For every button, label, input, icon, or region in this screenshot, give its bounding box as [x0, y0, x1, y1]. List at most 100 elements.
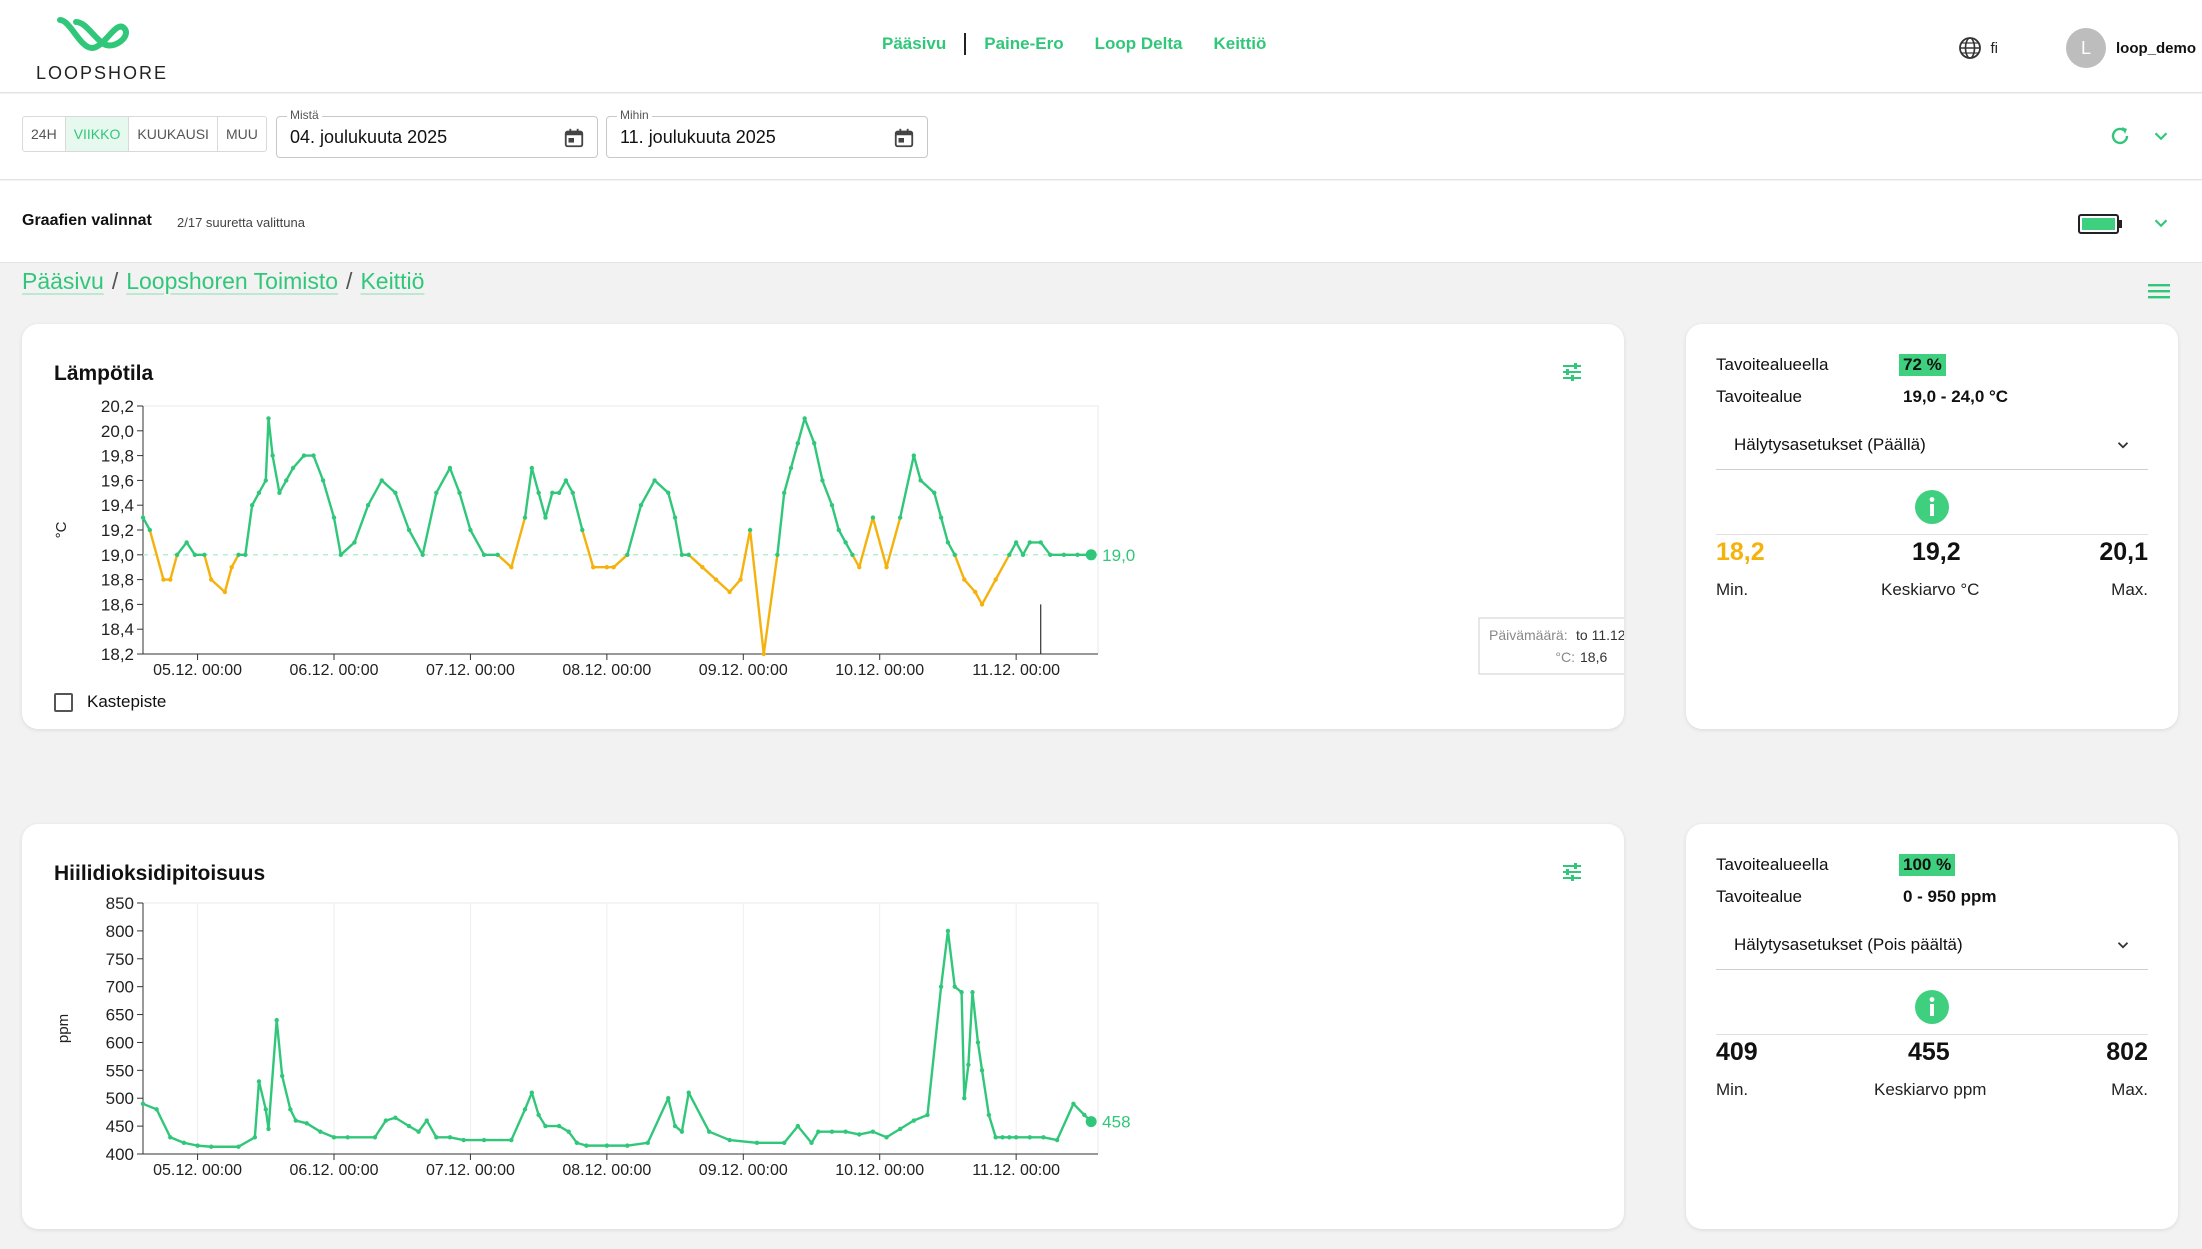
last-value-marker	[1085, 549, 1097, 561]
series-segment	[544, 491, 554, 519]
data-point	[666, 1096, 671, 1101]
info-icon[interactable]	[1915, 990, 1949, 1024]
series-segment	[244, 503, 254, 557]
range-selector: 24H VIIKKO KUUKAUSI MUU	[22, 116, 267, 152]
x-tick-label: 10.12. 00:00	[835, 662, 924, 679]
range-other-button[interactable]: MUU	[225, 126, 258, 142]
series-segment	[1042, 1136, 1059, 1142]
data-point	[416, 1129, 421, 1134]
series-segment	[837, 528, 847, 544]
series-segment	[939, 516, 950, 544]
data-point	[379, 478, 384, 483]
series-segment	[898, 454, 916, 519]
series-segment	[885, 1127, 902, 1139]
calendar-icon[interactable]	[893, 127, 915, 149]
language-selector[interactable]: fi	[1990, 39, 1998, 57]
loopshore-logo-mark	[57, 17, 129, 52]
series-segment	[571, 491, 584, 532]
data-point	[536, 490, 541, 495]
alarm-settings-dropdown[interactable]: Hälytysasetukset (Pois päältä)	[1716, 920, 2148, 970]
loopshore-logo[interactable]: LOOPSHORE	[36, 14, 166, 84]
data-point	[461, 1137, 466, 1143]
data-point	[447, 1135, 453, 1140]
in-target-percent: 100 %	[1899, 854, 1956, 876]
chevron-down-icon[interactable]	[2150, 125, 2172, 147]
data-point	[686, 1090, 691, 1095]
data-point	[925, 1112, 930, 1118]
tooltip-box	[1478, 617, 1624, 675]
to-date-value[interactable]: 11. joulukuuta 2025	[620, 127, 776, 147]
data-point	[975, 1040, 981, 1045]
y-axis-label: ppm	[55, 1014, 72, 1043]
series-segment	[448, 466, 461, 495]
range-week-button[interactable]: VIIKKO	[65, 117, 130, 151]
series-segment	[267, 1018, 278, 1131]
series-segment	[687, 553, 704, 569]
temperature-chart-title: Lämpötila	[54, 362, 154, 385]
graph-selection-bar[interactable]: Graafien valinnat 2/17 suuretta valittun…	[0, 181, 2202, 263]
y-tick-label: 18,2	[101, 645, 134, 664]
data-point	[556, 1123, 562, 1129]
data-point	[202, 552, 207, 557]
range-24h-button[interactable]: 24H	[23, 117, 66, 151]
series-segment	[366, 479, 383, 507]
username[interactable]: loop_demo	[2115, 39, 2196, 57]
refresh-icon[interactable]	[2108, 124, 2132, 148]
tune-icon[interactable]	[1560, 860, 1584, 884]
nav-keittio[interactable]: Keittiö	[1213, 34, 1267, 53]
nav-paine-ero[interactable]: Paine-Ero	[984, 34, 1064, 53]
series-segment	[612, 553, 629, 569]
calendar-icon[interactable]	[563, 127, 585, 149]
breadcrumb-toimisto[interactable]: Loopshoren Toimisto	[126, 268, 339, 294]
from-date-field[interactable]: Mistä 04. joulukuuta 2025	[276, 108, 598, 158]
series-segment	[223, 565, 233, 594]
data-point	[154, 1107, 159, 1112]
series-segment	[728, 1138, 759, 1145]
dewpoint-checkbox-row[interactable]: Kastepiste	[54, 692, 166, 712]
data-point	[277, 490, 282, 495]
data-point	[266, 1126, 271, 1132]
dewpoint-checkbox[interactable]	[54, 692, 73, 712]
alarm-settings-dropdown[interactable]: Hälytysasetukset (Päällä)	[1716, 420, 2148, 470]
nav-loop-delta[interactable]: Loop Delta	[1094, 34, 1183, 53]
co2-chart[interactable]: 05.12. 00:00 06.12. 00:00 07.12. 00:00 08.1…	[22, 824, 1624, 1229]
data-point	[672, 1123, 678, 1129]
series-segment	[967, 991, 974, 1066]
globe-icon[interactable]	[1958, 36, 1982, 60]
data-point	[843, 1129, 848, 1134]
breadcrumb-paasivu[interactable]: Pääsivu	[22, 268, 104, 294]
data-point	[843, 540, 848, 545]
nav-paasivu[interactable]: Pääsivu	[882, 34, 947, 53]
breadcrumb-keittio[interactable]: Keittiö	[360, 268, 425, 294]
series-segment	[237, 1136, 257, 1148]
plot-frame	[142, 902, 1099, 1155]
series-segment	[510, 516, 527, 569]
data-point	[168, 577, 173, 582]
in-target-label: Tavoitealueella	[1716, 855, 1829, 874]
chevron-down-icon[interactable]	[2150, 212, 2172, 234]
data-point	[420, 552, 425, 557]
series-segment	[871, 1130, 888, 1139]
series-segment	[1072, 1102, 1086, 1117]
series-segment	[851, 553, 861, 569]
series-segment	[267, 417, 274, 457]
series-segment	[253, 1080, 261, 1139]
range-month-button[interactable]: KUUKAUSI	[129, 117, 218, 151]
x-tick-label: 11.12. 00:00	[972, 662, 1060, 679]
series-segment	[458, 491, 472, 532]
tune-icon[interactable]	[1560, 360, 1584, 384]
dark-mode-toggle-icon[interactable]	[2028, 36, 2052, 60]
from-date-value[interactable]: 04. joulukuuta 2025	[290, 127, 448, 147]
series-segment	[762, 553, 779, 656]
info-icon[interactable]	[1915, 490, 1949, 524]
x-tick-label: 10.12. 00:00	[835, 1162, 924, 1179]
temperature-chart[interactable]: 05.12. 00:00 06.12. 00:00 07.12. 00:00 08.1…	[22, 324, 1624, 729]
data-point	[345, 1135, 350, 1140]
menu-icon[interactable]	[2146, 280, 2172, 302]
series-segment	[230, 553, 240, 569]
to-date-field[interactable]: Mihin 11. joulukuuta 2025	[606, 108, 928, 158]
avatar[interactable]: L	[2065, 28, 2106, 68]
data-point	[611, 565, 616, 570]
max-label: Max.	[2111, 1080, 2148, 1099]
data-point	[468, 527, 473, 533]
